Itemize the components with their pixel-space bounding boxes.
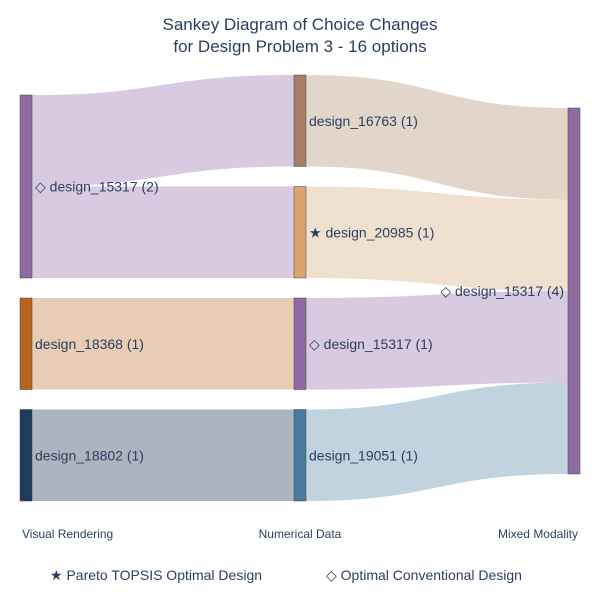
stage-label-visual-rendering: Visual Rendering	[22, 527, 113, 541]
link-n_20985-to-m_15317	[306, 186, 568, 291]
node-label-n_16763: design_16763 (1)	[309, 113, 418, 129]
labels-layer: ◇ design_15317 (2) design_18368 (1) design…	[35, 113, 564, 464]
stage-label-mixed-modality: Mixed Modality	[498, 527, 578, 541]
chart-title-line-2: for Design Problem 3 - 16 options	[173, 37, 426, 56]
link-n_16763-to-m_15317	[306, 75, 568, 200]
node-label-n_20985: ★ design_20985 (1)	[309, 224, 434, 240]
node-label-v_18368: design_18368 (1)	[35, 336, 144, 352]
links-layer	[32, 75, 568, 501]
link-v_15317-to-n_20985	[32, 186, 294, 278]
node-label-n_15317: ◇ design_15317 (1)	[309, 336, 433, 352]
legend-item-optimal-conventional: ◇ Optimal Conventional Design	[326, 567, 522, 583]
nodes-layer	[19, 74, 581, 502]
node-n_19051	[293, 409, 307, 502]
node-label-v_15317: ◇ design_15317 (2)	[35, 179, 159, 195]
node-v_15317	[19, 94, 33, 279]
node-n_15317	[293, 297, 307, 390]
node-n_20985	[293, 186, 307, 279]
node-v_18802	[19, 409, 33, 502]
link-v_18802-to-n_19051	[32, 409, 294, 501]
node-label-v_18802: design_18802 (1)	[35, 447, 144, 463]
link-n_15317-to-m_15317	[306, 291, 568, 390]
link-v_15317-to-n_16763	[32, 75, 294, 187]
node-label-n_19051: design_19051 (1)	[309, 447, 418, 463]
chart-title-line-1: Sankey Diagram of Choice Changes	[163, 15, 438, 34]
legend-item-pareto-topsis: ★ Pareto TOPSIS Optimal Design	[50, 567, 262, 583]
link-n_19051-to-m_15317	[306, 382, 568, 501]
node-label-m_15317: ◇ design_15317 (4)	[440, 283, 564, 299]
link-v_18368-to-n_15317	[32, 298, 294, 390]
node-m_15317	[567, 107, 581, 475]
node-v_18368	[19, 297, 33, 390]
stage-label-numerical-data: Numerical Data	[259, 527, 342, 541]
node-n_16763	[293, 74, 307, 167]
